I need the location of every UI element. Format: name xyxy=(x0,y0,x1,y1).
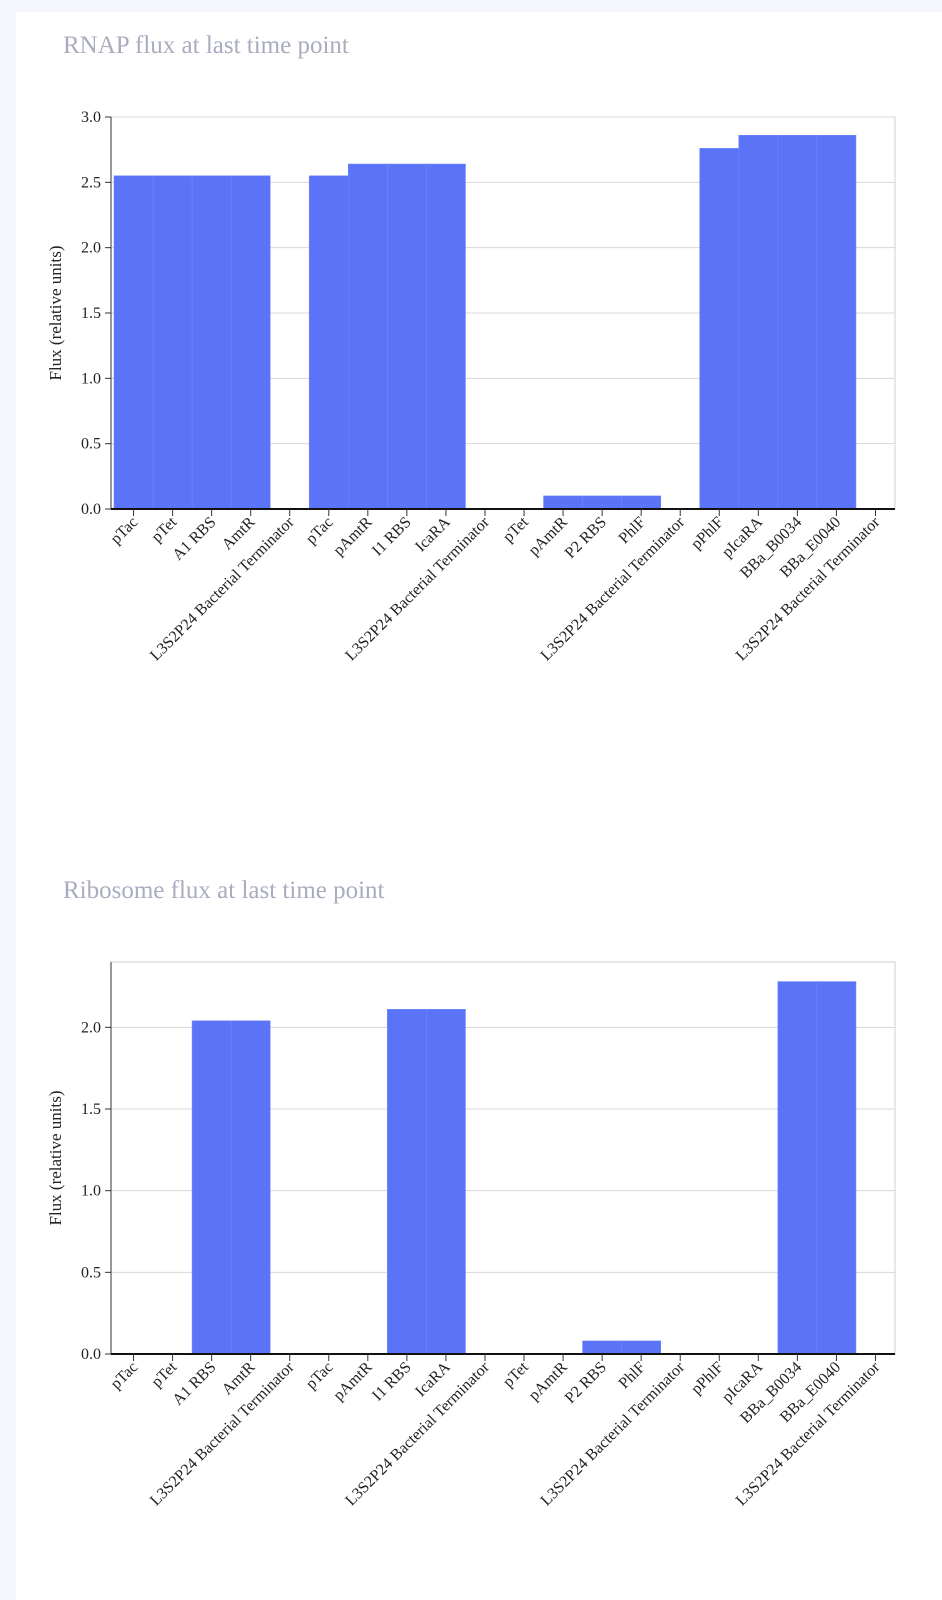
bar xyxy=(230,175,271,510)
y-tick-label: 2.0 xyxy=(81,1019,101,1036)
x-tick-label: pAmtR xyxy=(330,514,376,560)
y-axis-label: Flux (relative units) xyxy=(46,245,65,380)
y-tick-label: 0.0 xyxy=(81,501,101,518)
bar xyxy=(426,1009,466,1355)
charts-panel: RNAP flux at last time point 0.0 0.5 1.0 1.… xyxy=(16,12,942,1600)
bar xyxy=(191,175,232,510)
x-tick-label: P2 RBS xyxy=(562,514,610,562)
bar xyxy=(426,163,466,510)
bar xyxy=(621,495,662,510)
bar xyxy=(699,148,740,510)
bar xyxy=(387,1009,427,1355)
y-tick-label: 0.0 xyxy=(81,1346,101,1363)
x-tick-label: P2 RBS xyxy=(562,1359,610,1407)
x-tick-label: A1 RBS xyxy=(169,1359,219,1409)
x-tick-label: PhlF xyxy=(616,514,649,547)
bar xyxy=(621,1340,662,1355)
y-tick-label: 2.0 xyxy=(81,240,101,257)
x-tick-label: PhlF xyxy=(616,1359,649,1392)
bar xyxy=(347,163,388,510)
y-tick-label: 3.0 xyxy=(81,109,101,126)
x-tick-label: I1 RBS xyxy=(369,514,415,560)
bar xyxy=(308,175,349,510)
y-tick-label: 2.5 xyxy=(81,174,101,191)
x-tick-label: I1 RBS xyxy=(369,1359,415,1405)
x-tick-label: pTet xyxy=(148,513,180,545)
bar xyxy=(582,1340,622,1355)
y-tick-label: 1.5 xyxy=(81,1101,101,1118)
bar xyxy=(777,134,818,510)
x-tick-label: pAmtR xyxy=(330,1359,376,1405)
x-tick-label: pTac xyxy=(108,1359,142,1393)
x-tick-label: A1 RBS xyxy=(169,514,219,564)
bar xyxy=(152,175,193,510)
y-tick-label: 0.5 xyxy=(81,1264,101,1281)
chart-title-ribosome: Ribosome flux at last time point xyxy=(63,877,385,904)
x-tick-label: pTet xyxy=(500,513,532,545)
x-tick-label: pTac xyxy=(108,514,142,548)
bar xyxy=(191,1020,232,1355)
bar xyxy=(582,495,622,510)
bar xyxy=(738,134,779,510)
bar xyxy=(816,134,857,510)
x-tick-label: pTac xyxy=(303,514,337,548)
y-tick-label: 0.5 xyxy=(81,436,101,453)
x-tick-label: pTac xyxy=(303,1359,337,1393)
y-tick-label: 1.0 xyxy=(81,370,101,387)
chart-title-rnap: RNAP flux at last time point xyxy=(63,32,349,59)
bar xyxy=(777,981,818,1355)
bar xyxy=(113,175,154,510)
bar xyxy=(543,495,583,510)
bar xyxy=(230,1020,271,1355)
y-tick-label: 1.5 xyxy=(81,305,101,322)
x-tick-label: pTet xyxy=(500,1358,532,1390)
y-axis-label: Flux (relative units) xyxy=(46,1090,65,1225)
bar xyxy=(387,163,427,510)
bar xyxy=(816,981,857,1355)
y-tick-label: 1.0 xyxy=(81,1183,101,1200)
x-tick-label: pTet xyxy=(148,1358,180,1390)
